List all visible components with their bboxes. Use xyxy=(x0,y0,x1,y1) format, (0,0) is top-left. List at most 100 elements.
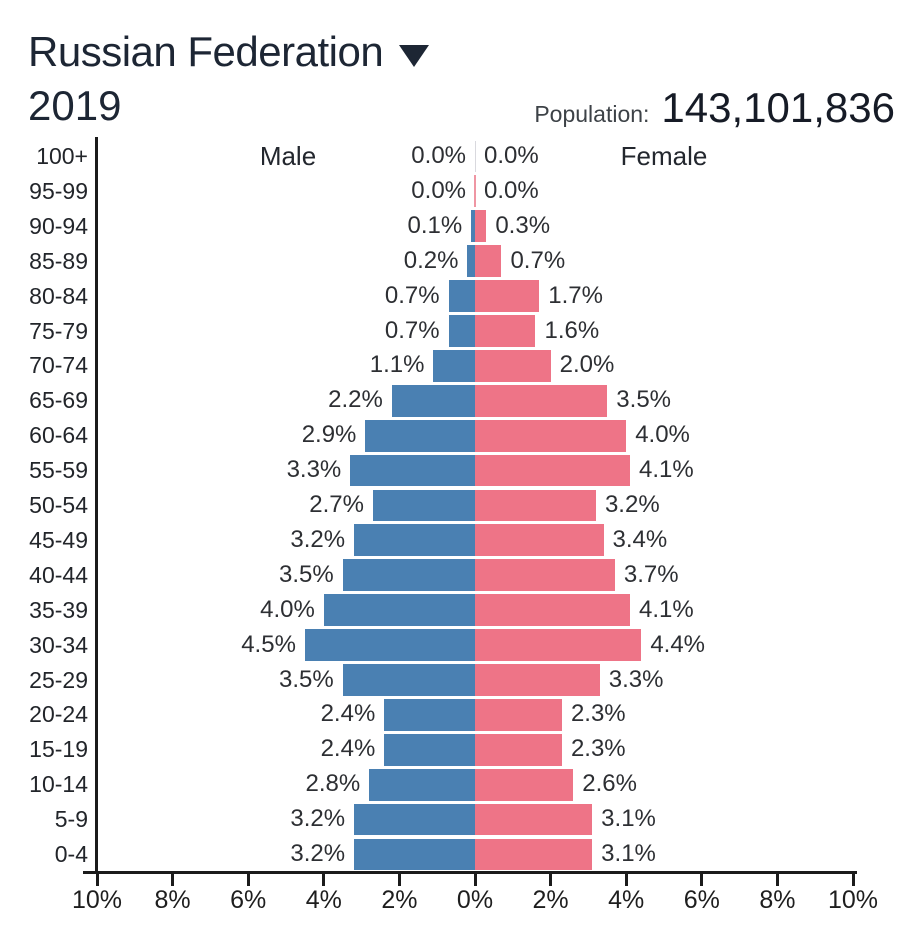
female-bar xyxy=(475,349,551,382)
female-value-label: 3.1% xyxy=(601,805,656,833)
male-value-label: 2.4% xyxy=(320,700,376,728)
zero-value-center-line xyxy=(474,140,476,173)
male-value-label: 2.2% xyxy=(328,386,383,414)
female-bar xyxy=(475,419,627,452)
caret-down-icon[interactable] xyxy=(399,45,430,67)
x-axis-tick xyxy=(700,874,704,886)
population-label: Population: xyxy=(534,101,650,127)
male-bar xyxy=(342,664,475,696)
female-value-label: 4.1% xyxy=(638,595,694,623)
age-group-label: 0-4 xyxy=(54,841,88,867)
female-value-label: 4.0% xyxy=(635,421,690,449)
male-bar xyxy=(448,315,475,347)
x-axis-line xyxy=(83,871,857,874)
female-value-label: 0.3% xyxy=(495,211,551,239)
male-bar xyxy=(350,454,475,487)
age-group-label: 75-79 xyxy=(29,317,88,344)
age-group-label: 80-84 xyxy=(29,282,88,309)
male-bar xyxy=(342,559,475,592)
x-axis-tick-label: 0% xyxy=(456,886,494,914)
female-value-label: 2.0% xyxy=(559,351,615,379)
male-value-label: 0.1% xyxy=(407,211,463,239)
male-bar xyxy=(323,594,475,627)
age-group-label: 65-69 xyxy=(29,387,88,414)
age-group-label: 10-14 xyxy=(29,771,88,798)
female-value-label: 3.3% xyxy=(608,665,664,693)
x-axis-tick-label: 10% xyxy=(71,886,123,914)
male-bar xyxy=(433,349,475,382)
female-value-label: 0.7% xyxy=(510,246,566,274)
female-value-label: 3.2% xyxy=(604,491,660,518)
male-bar xyxy=(448,280,475,312)
female-value-label: 1.6% xyxy=(544,316,600,344)
age-group-label: 70-74 xyxy=(29,352,88,379)
female-bar xyxy=(475,384,608,417)
population-readout: Population: 143,101,836 xyxy=(534,84,895,132)
male-value-label: 2.9% xyxy=(301,421,357,449)
male-bar xyxy=(471,210,475,243)
female-value-label: 2.3% xyxy=(570,700,626,728)
male-value-label: 0.2% xyxy=(403,246,459,274)
x-axis-tick xyxy=(397,874,401,886)
male-value-label: 3.2% xyxy=(290,805,346,833)
male-bar xyxy=(391,384,475,417)
age-group-label: 45-49 xyxy=(29,526,88,553)
male-bar xyxy=(354,524,475,557)
zero-value-center-line xyxy=(474,175,476,208)
age-group-label: 85-89 xyxy=(29,247,88,274)
year-label: 2019 xyxy=(28,82,122,129)
male-value-label: 1.1% xyxy=(369,351,425,379)
female-bar xyxy=(475,210,487,243)
x-axis-tick-label: 8% xyxy=(154,886,191,914)
x-axis-tick xyxy=(624,874,628,886)
x-axis-tick-label: 4% xyxy=(608,886,645,914)
male-bar xyxy=(384,733,475,766)
male-bar xyxy=(304,629,475,661)
male-value-label: 2.8% xyxy=(305,770,361,798)
age-group-label: 90-94 xyxy=(29,212,88,239)
age-group-label: 95-99 xyxy=(29,177,88,204)
female-bar xyxy=(475,454,630,487)
male-series-label: Male xyxy=(259,141,317,171)
y-axis-line xyxy=(95,137,98,873)
age-group-label: 5-9 xyxy=(54,806,88,833)
x-axis-tick-label: 6% xyxy=(683,886,720,914)
country-selector[interactable]: Russian Federation xyxy=(28,28,430,76)
female-bar xyxy=(475,280,540,312)
x-axis-tick-label: 2% xyxy=(532,886,569,914)
x-axis-tick xyxy=(171,874,175,886)
female-bar xyxy=(475,664,600,696)
male-value-label: 2.7% xyxy=(309,491,364,518)
male-bar xyxy=(467,245,475,278)
age-group-label: 15-19 xyxy=(29,736,88,763)
female-bar xyxy=(475,245,502,278)
male-value-label: 3.3% xyxy=(286,456,342,484)
x-axis-tick xyxy=(775,874,779,886)
female-value-label: 2.6% xyxy=(582,770,637,798)
female-bar xyxy=(475,768,574,801)
male-value-label: 3.5% xyxy=(279,665,334,693)
male-value-label: 4.5% xyxy=(241,630,296,658)
male-value-label: 0.7% xyxy=(384,281,440,309)
male-bar xyxy=(354,838,475,871)
x-axis-tick xyxy=(549,874,553,886)
male-bar xyxy=(365,419,475,452)
x-axis-tick-label: 2% xyxy=(381,886,418,914)
population-value: 143,101,836 xyxy=(661,84,895,131)
x-axis-tick-label: 8% xyxy=(759,886,796,914)
male-value-label: 0.0% xyxy=(411,142,466,169)
male-bar xyxy=(369,768,475,801)
age-group-label: 60-64 xyxy=(29,422,88,449)
female-bar xyxy=(475,803,593,836)
x-axis-tick-label: 10% xyxy=(827,886,879,914)
female-series-label: Female xyxy=(620,141,708,171)
female-value-label: 3.7% xyxy=(623,560,679,588)
age-group-label: 20-24 xyxy=(29,701,88,728)
female-bar xyxy=(475,698,562,731)
male-bar xyxy=(384,698,475,731)
female-bar xyxy=(475,315,536,347)
female-bar xyxy=(475,489,596,522)
country-name[interactable]: Russian Federation xyxy=(28,28,384,75)
male-value-label: 2.4% xyxy=(320,735,376,763)
